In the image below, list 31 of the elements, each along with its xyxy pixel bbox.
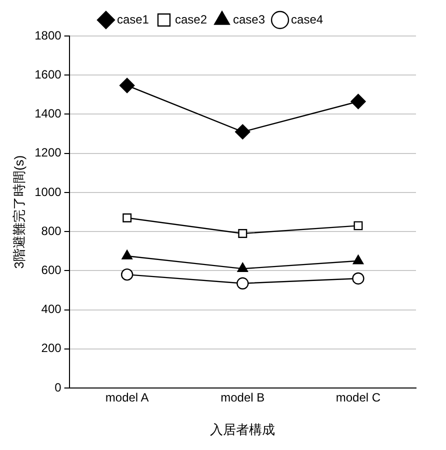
y-tick-label: 0 [54,380,62,394]
point [120,268,134,281]
y-tick-label: 1600 [34,67,62,82]
point [350,94,366,110]
point [354,221,363,230]
x-axis-title: 入居者構成 [210,422,276,437]
point [122,213,132,222]
point [238,229,248,238]
y-tick-label: 200 [41,341,62,356]
y-tick-label: 1200 [34,146,62,160]
y-tick-label: 600 [41,262,62,277]
y-axis-title: 3階避難完了時間(s) [11,155,26,269]
point [237,262,248,272]
legend-label: case1 [116,12,150,26]
x-tick-label: model A [105,390,149,405]
point [352,272,364,285]
x-tick-label: model C [336,390,381,405]
x-tick-label: model B [220,390,265,405]
y-tick-label: 1800 [34,28,62,42]
y-tick-label: 1400 [34,106,62,121]
y-tick-label: 800 [41,224,62,238]
legend-label: case4 [291,12,324,26]
y-tick-label: 1000 [34,184,62,199]
y-tick-label: 400 [41,302,62,316]
point [352,254,364,264]
point [119,78,135,94]
legend-label: case3 [233,12,266,26]
point [122,250,132,260]
point [235,124,250,140]
legend-label: case2 [174,12,208,26]
point [236,277,249,290]
